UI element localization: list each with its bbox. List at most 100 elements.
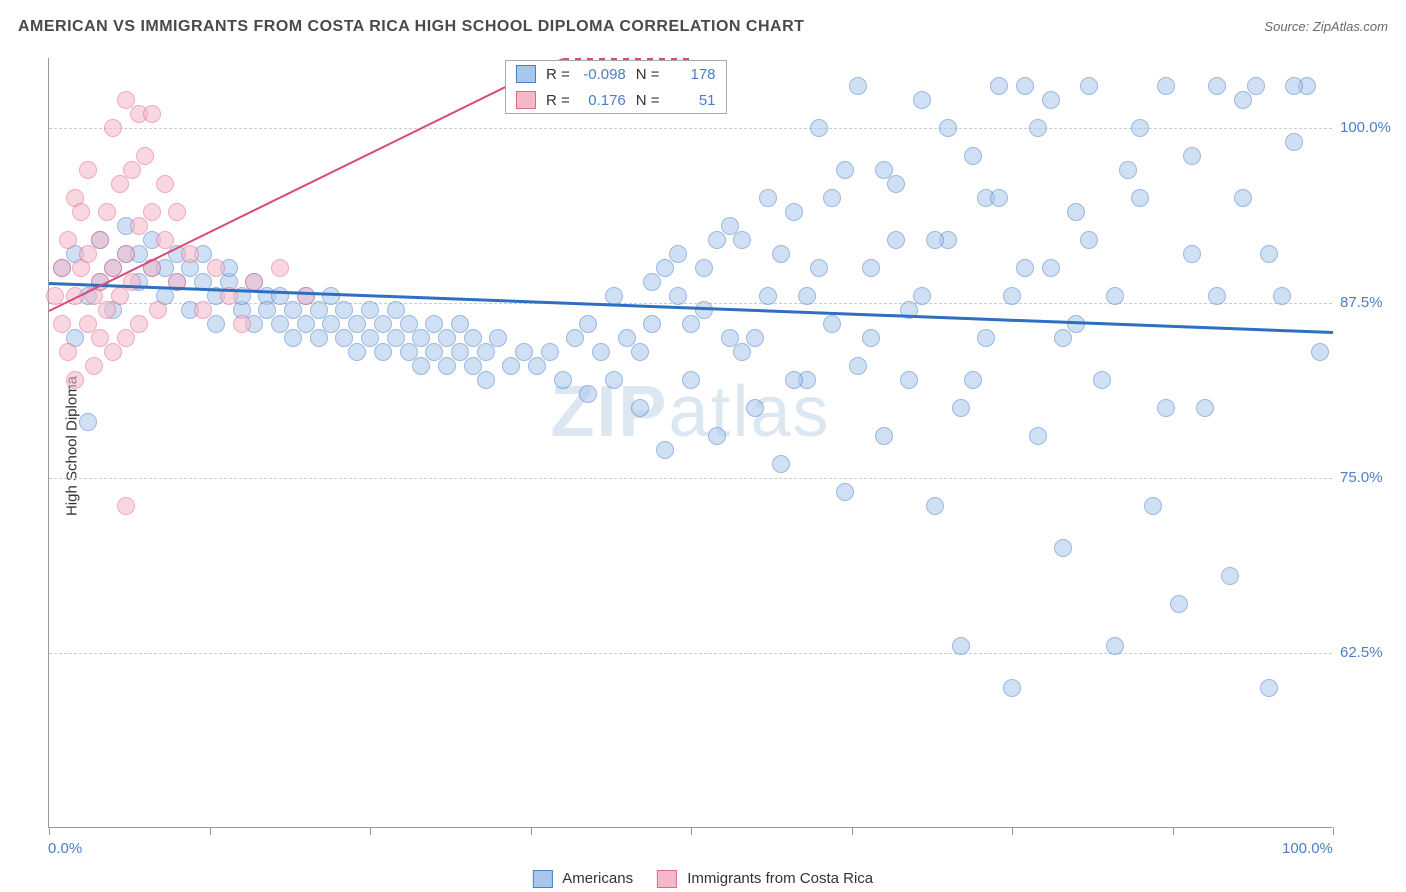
data-point [1016,77,1034,95]
data-point [502,357,520,375]
legend-label-americans: Americans [562,870,633,887]
data-point [79,245,97,263]
data-point [117,329,135,347]
data-point [541,343,559,361]
data-point [1208,287,1226,305]
x-tick [49,827,50,835]
data-point [849,357,867,375]
data-point [1054,539,1072,557]
x-tick [531,827,532,835]
data-point [123,273,141,291]
data-point [1234,91,1252,109]
data-point [297,287,315,305]
data-point [143,203,161,221]
data-point [836,483,854,501]
data-point [836,161,854,179]
data-point [579,385,597,403]
stats-row-americans: R = -0.098 N = 178 [506,61,726,87]
data-point [98,301,116,319]
x-tick [852,827,853,835]
source-label: Source: ZipAtlas.com [1264,19,1388,34]
y-tick-label: 87.5% [1340,294,1383,311]
x-tick [1012,827,1013,835]
data-point [284,329,302,347]
r-label-2: R = [546,92,570,109]
data-point [695,259,713,277]
data-point [130,315,148,333]
data-point [149,301,167,319]
data-point [194,301,212,319]
data-point [72,203,90,221]
n-label-2: N = [636,92,660,109]
data-point [823,315,841,333]
data-point [669,287,687,305]
data-point [566,329,584,347]
data-point [528,357,546,375]
x-tick [1333,827,1334,835]
data-point [233,315,251,333]
data-point [1093,371,1111,389]
data-point [900,371,918,389]
data-point [59,231,77,249]
data-point [1042,91,1060,109]
data-point [656,259,674,277]
stats-row-immigrants: R = 0.176 N = 51 [506,87,726,113]
r-value-americans: -0.098 [580,66,626,83]
data-point [990,77,1008,95]
data-point [990,189,1008,207]
data-point [798,287,816,305]
data-point [746,329,764,347]
data-point [1273,287,1291,305]
data-point [136,147,154,165]
data-point [53,259,71,277]
data-point [53,315,71,333]
data-point [1196,399,1214,417]
r-label: R = [546,66,570,83]
data-point [1003,287,1021,305]
data-point [111,287,129,305]
x-tick [691,827,692,835]
data-point [1285,133,1303,151]
data-point [1170,595,1188,613]
data-point [130,217,148,235]
data-point [733,343,751,361]
data-point [1119,161,1137,179]
x-tick [370,827,371,835]
data-point [682,371,700,389]
data-point [1106,287,1124,305]
data-point [143,105,161,123]
data-point [1131,189,1149,207]
data-point [887,175,905,193]
data-point [104,119,122,137]
data-point [1131,119,1149,137]
data-point [1234,189,1252,207]
data-point [579,315,597,333]
data-point [849,77,867,95]
data-point [168,203,186,221]
x-tick [1173,827,1174,835]
data-point [79,161,97,179]
data-point [708,231,726,249]
data-point [1221,567,1239,585]
data-point [1208,77,1226,95]
data-point [554,371,572,389]
title-row: AMERICAN VS IMMIGRANTS FROM COSTA RICA H… [18,18,1388,36]
data-point [98,203,116,221]
data-point [1157,399,1175,417]
data-point [823,189,841,207]
y-tick-label: 75.0% [1340,469,1383,486]
data-point [810,119,828,137]
data-point [669,245,687,263]
data-point [1285,77,1303,95]
n-value-americans: 178 [670,66,716,83]
data-point [952,399,970,417]
data-point [875,161,893,179]
data-point [438,357,456,375]
data-point [913,91,931,109]
x-tick-label: 0.0% [48,840,82,857]
data-point [785,371,803,389]
gridline [49,653,1332,654]
data-point [643,273,661,291]
data-point [207,259,225,277]
stats-legend: R = -0.098 N = 178 R = 0.176 N = 51 [505,60,727,114]
